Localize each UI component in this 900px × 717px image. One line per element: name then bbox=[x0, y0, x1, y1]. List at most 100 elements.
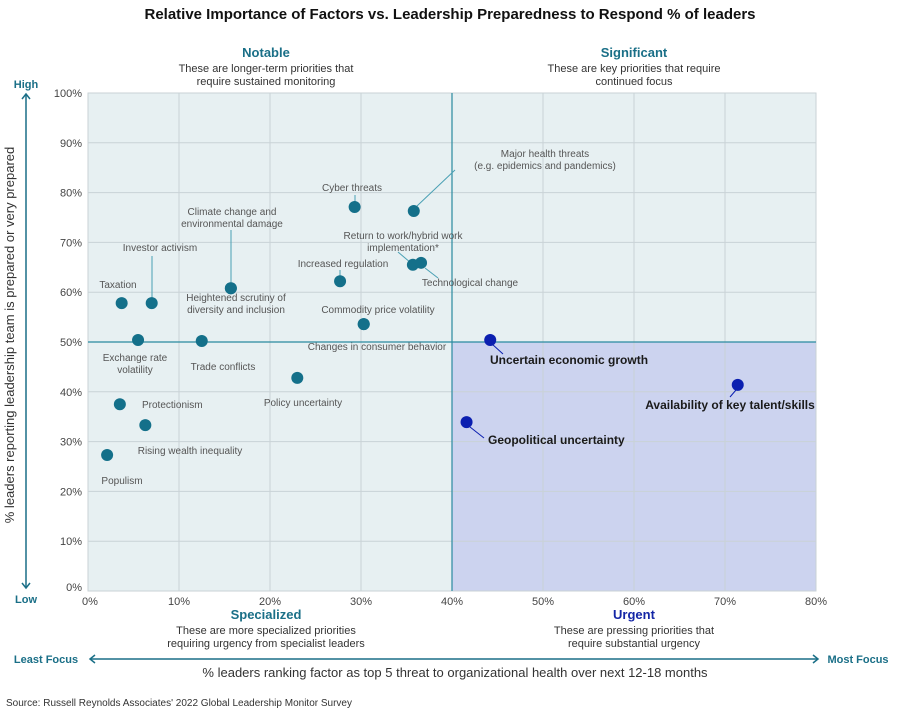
data-label: Populism bbox=[101, 476, 142, 487]
y-tick-label: 10% bbox=[60, 536, 82, 548]
data-label: diversity and inclusion bbox=[187, 305, 285, 316]
data-point bbox=[415, 256, 428, 269]
quadrant-title: Significant bbox=[601, 45, 668, 60]
data-point bbox=[357, 318, 370, 331]
data-point-group: Changes in consumer behavior bbox=[308, 318, 447, 353]
data-label: implementation* bbox=[367, 243, 439, 254]
chart-title: Relative Importance of Factors vs. Leade… bbox=[144, 6, 755, 23]
data-point-group: Technological change bbox=[415, 256, 519, 289]
data-point-group: Populism bbox=[101, 449, 143, 487]
data-label: Investor activism bbox=[123, 243, 197, 254]
data-point bbox=[132, 334, 145, 347]
data-label: Protectionism bbox=[142, 400, 203, 411]
y-tick-label: 40% bbox=[60, 387, 82, 399]
y-tick-label: 70% bbox=[60, 237, 82, 249]
x-tick-label: 40% bbox=[441, 596, 463, 608]
y-axis-low-label: Low bbox=[15, 594, 37, 606]
data-point-group: Major health threats(e.g. epidemics and … bbox=[407, 149, 616, 218]
quadrant-description: These are longer-term priorities that bbox=[179, 63, 354, 75]
quadrant-description: These are key priorities that require bbox=[547, 63, 720, 75]
data-point bbox=[224, 282, 237, 295]
x-axis-most-label: Most Focus bbox=[827, 654, 888, 666]
quadrant-description: These are more specialized priorities bbox=[176, 625, 356, 637]
data-point bbox=[145, 297, 158, 310]
data-label: Increased regulation bbox=[298, 259, 389, 270]
leader-line bbox=[424, 267, 439, 279]
x-tick-label: 30% bbox=[350, 596, 372, 608]
quadrant-description: continued focus bbox=[595, 76, 673, 88]
data-point bbox=[139, 419, 152, 432]
data-label: (e.g. epidemics and pandemics) bbox=[474, 161, 616, 172]
x-axis-least-label: Least Focus bbox=[14, 654, 78, 666]
quadrant-description: These are pressing priorities that bbox=[554, 625, 714, 637]
data-label: Trade conflicts bbox=[191, 362, 256, 373]
quadrant-description: require substantial urgency bbox=[568, 638, 701, 650]
data-label: Changes in consumer behavior bbox=[308, 342, 447, 353]
data-point-group: Rising wealth inequality bbox=[138, 419, 243, 457]
data-label: Climate change and bbox=[188, 207, 277, 218]
data-point bbox=[113, 398, 126, 411]
x-tick-label: 60% bbox=[623, 596, 645, 608]
data-point bbox=[101, 449, 114, 462]
data-label: Taxation bbox=[99, 280, 136, 291]
y-tick-label: 100% bbox=[54, 88, 82, 100]
data-point-group: Uncertain economic growth bbox=[484, 334, 648, 367]
data-point bbox=[407, 205, 420, 218]
data-label: Heightened scrutiny of bbox=[186, 293, 286, 304]
x-tick-label: 70% bbox=[714, 596, 736, 608]
y-axis-high-label: High bbox=[14, 79, 39, 91]
data-label: Availability of key talent/skills bbox=[645, 398, 815, 412]
data-label: Uncertain economic growth bbox=[490, 353, 648, 367]
x-tick-label: 10% bbox=[168, 596, 190, 608]
x-tick-label: 50% bbox=[532, 596, 554, 608]
data-point-group: Policy uncertainty bbox=[264, 371, 342, 409]
data-point bbox=[731, 378, 744, 391]
leader-line bbox=[729, 389, 737, 398]
data-label: environmental damage bbox=[181, 219, 283, 230]
data-label: Return to work/hybrid work bbox=[344, 231, 464, 242]
data-point-group: Geopolitical uncertainty bbox=[460, 416, 625, 447]
y-tick-label: 60% bbox=[60, 287, 82, 299]
y-tick-label: 80% bbox=[60, 188, 82, 200]
x-tick-label: 20% bbox=[259, 596, 281, 608]
data-point-group: Protectionism bbox=[113, 398, 203, 411]
y-tick-label: 90% bbox=[60, 138, 82, 150]
leader-line bbox=[469, 426, 485, 439]
data-label: Geopolitical uncertainty bbox=[488, 433, 625, 447]
data-point-group: Investor activism bbox=[123, 243, 197, 310]
leader-line bbox=[491, 343, 504, 355]
data-point bbox=[348, 201, 361, 214]
y-tick-label: 30% bbox=[60, 437, 82, 449]
x-tick-label: 80% bbox=[805, 596, 827, 608]
data-point-group: Increased regulation bbox=[298, 259, 389, 288]
leader-line bbox=[416, 169, 456, 207]
data-label: Rising wealth inequality bbox=[138, 446, 243, 457]
data-point bbox=[460, 416, 473, 429]
data-point bbox=[291, 371, 304, 384]
data-label: Exchange rate bbox=[103, 353, 168, 364]
data-label: Technological change bbox=[422, 278, 519, 289]
data-point-group: Cyber threats bbox=[322, 183, 382, 214]
y-tick-label: 20% bbox=[60, 486, 82, 498]
y-tick-label: 50% bbox=[60, 337, 82, 349]
y-axis-label: % leaders reporting leadership team is p… bbox=[2, 147, 17, 523]
data-point-group: Taxation bbox=[99, 280, 137, 310]
source-note: Source: Russell Reynolds Associates' 202… bbox=[6, 698, 352, 709]
data-label: Cyber threats bbox=[322, 183, 382, 194]
data-point bbox=[195, 335, 208, 348]
x-axis-arrow bbox=[88, 654, 820, 664]
data-label: Policy uncertainty bbox=[264, 398, 342, 409]
data-point-group: Trade conflicts bbox=[191, 335, 256, 373]
data-point bbox=[334, 275, 347, 288]
quadrant-description: requiring urgency from specialist leader… bbox=[167, 638, 365, 650]
data-label: Commodity price volatility bbox=[321, 305, 434, 316]
y-axis-arrow bbox=[21, 92, 31, 590]
y-tick-label: 0% bbox=[66, 582, 82, 594]
data-label: volatility bbox=[117, 365, 153, 376]
quadrant-title: Specialized bbox=[231, 607, 302, 622]
x-axis-label: % leaders ranking factor as top 5 threat… bbox=[202, 665, 708, 680]
